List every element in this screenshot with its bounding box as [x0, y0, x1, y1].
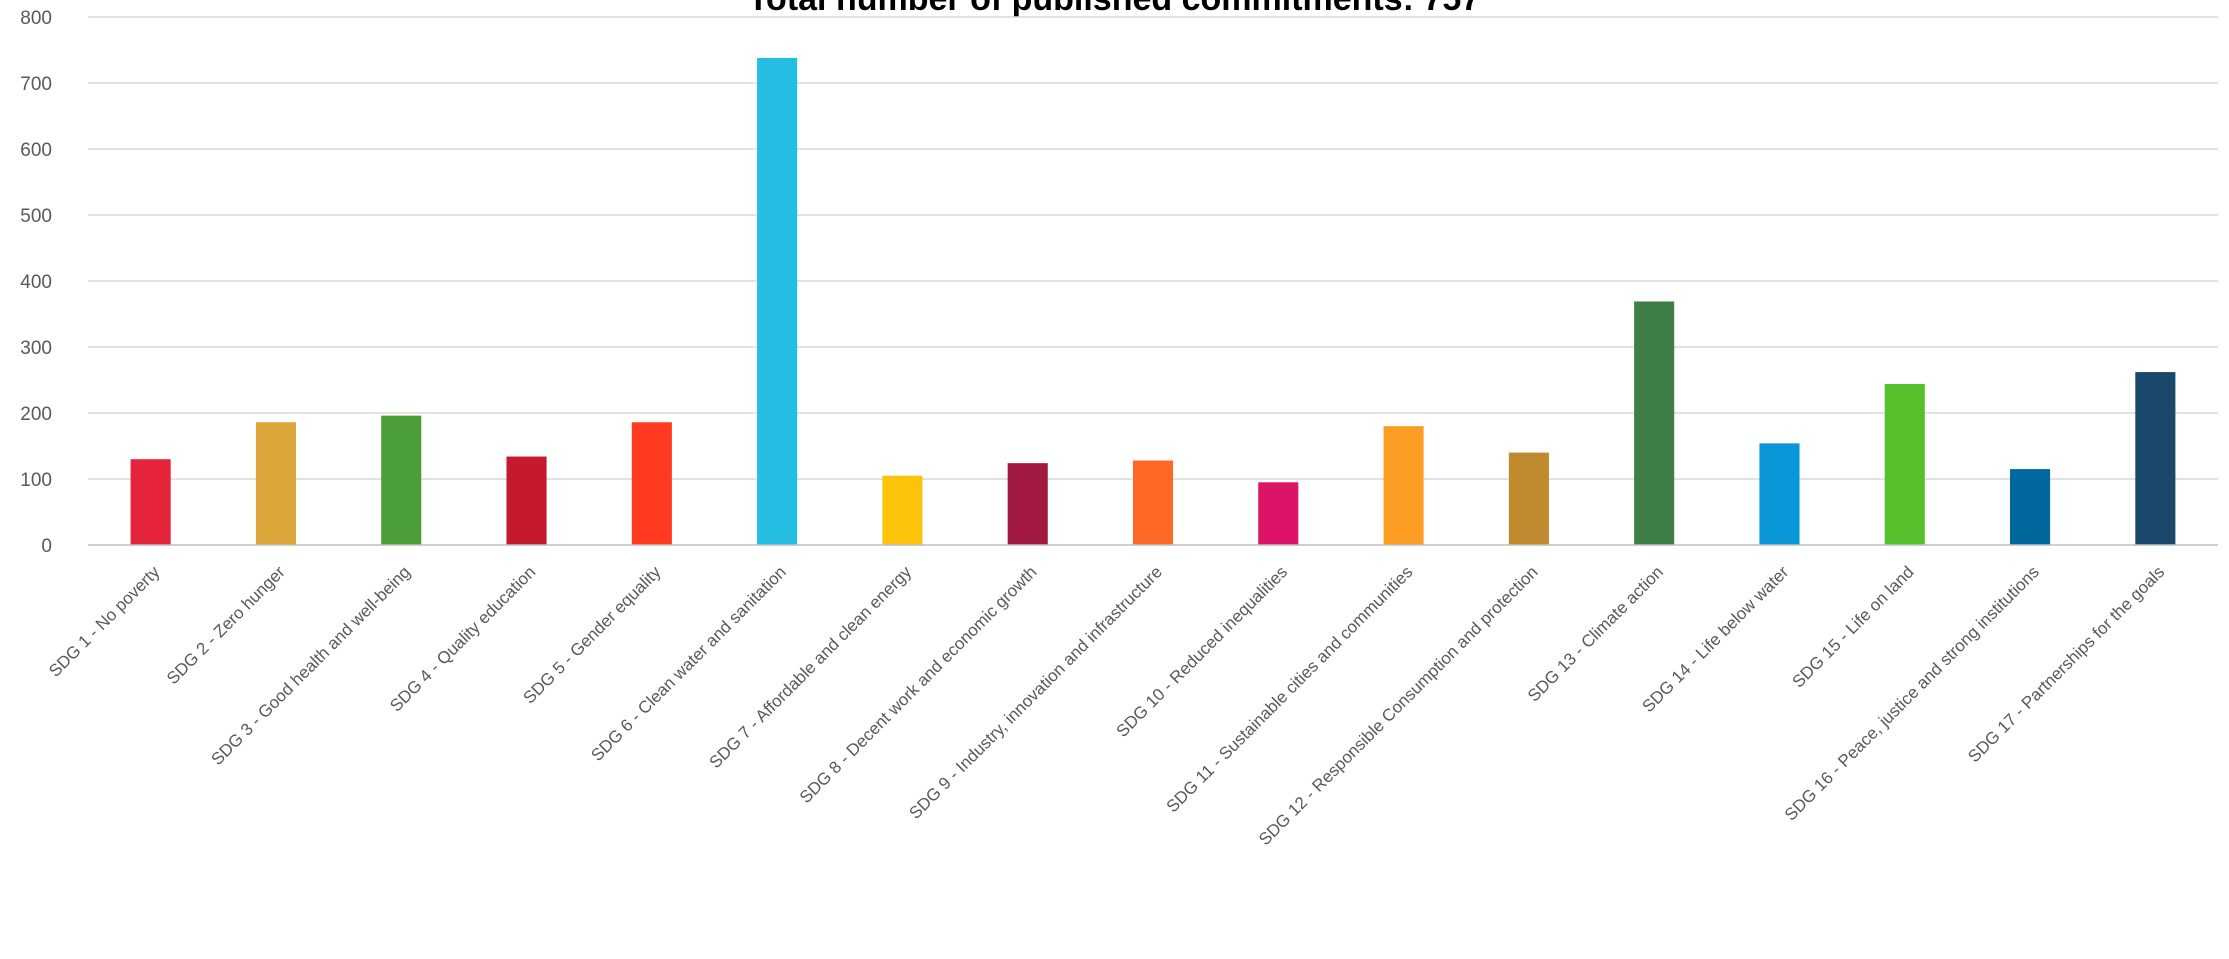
x-tick-label: SDG 13 - Climate action: [1524, 562, 1667, 705]
y-tick-label: 600: [20, 140, 52, 161]
x-tick-label: SDG 1 - No poverty: [45, 562, 164, 681]
y-tick-label: 100: [20, 470, 52, 491]
y-tick-label: 500: [20, 206, 52, 227]
bar: [1133, 461, 1173, 545]
y-tick-label: 400: [20, 272, 52, 293]
bar: [632, 422, 672, 545]
x-tick-label: SDG 6 - Clean water and sanitation: [587, 562, 790, 765]
bar: [256, 422, 296, 545]
bar: [882, 476, 922, 545]
bar: [1634, 301, 1674, 545]
x-tick-label: SDG 3 - Good health and well-being: [208, 562, 415, 769]
x-tick-label: SDG 2 - Zero hunger: [163, 562, 289, 688]
bar: [1008, 463, 1048, 545]
bar: [1258, 482, 1298, 545]
y-tick-label: 300: [20, 338, 52, 359]
x-tick-label: SDG 4 - Quality education: [386, 562, 539, 715]
x-tick-label: SDG 14 - Life below water: [1639, 562, 1793, 716]
bar: [2135, 372, 2175, 545]
y-tick-label: 700: [20, 74, 52, 95]
bar: [1885, 384, 1925, 545]
x-tick-label: SDG 9 - Industry, innovation and infrast…: [905, 562, 1165, 822]
x-tick-label: SDG 8 - Decent work and economic growth: [796, 562, 1041, 807]
x-axis-ticks: SDG 1 - No poverty SDG 2 - Zero hungerSDG…: [45, 562, 2168, 849]
bar: [381, 416, 421, 545]
bar: [1759, 443, 1799, 545]
bar: [2010, 469, 2050, 545]
chart-title: Total number of published commitments: 7…: [748, 0, 1480, 18]
bar: [131, 459, 171, 545]
bar: [757, 58, 797, 545]
y-tick-label: 0: [41, 536, 52, 557]
x-tick-label: SDG 12 - Responsible Consumption and pro…: [1255, 562, 1542, 849]
y-axis-ticks: 0 100 200 300 400 500 600 700 800: [20, 8, 52, 557]
y-tick-label: 800: [20, 8, 52, 29]
x-tick-label: SDG 5 - Gender equality: [520, 562, 665, 707]
x-tick-label: SDG 7 - Affordable and clean energy: [706, 562, 916, 772]
x-tick-label: SDG 17 - Partnerships for the goals: [1964, 562, 2168, 766]
bar: [506, 457, 546, 545]
bar: [1384, 426, 1424, 545]
y-tick-label: 200: [20, 404, 52, 425]
bars: [131, 58, 2176, 545]
x-tick-label: SDG 11 - Sustainable cities and communit…: [1163, 562, 1417, 816]
x-tick-label: SDG 15 - Life on land: [1789, 562, 1918, 691]
bar: [1509, 453, 1549, 545]
x-tick-label: SDG 16 - Peace, justice and strong insti…: [1781, 562, 2043, 824]
